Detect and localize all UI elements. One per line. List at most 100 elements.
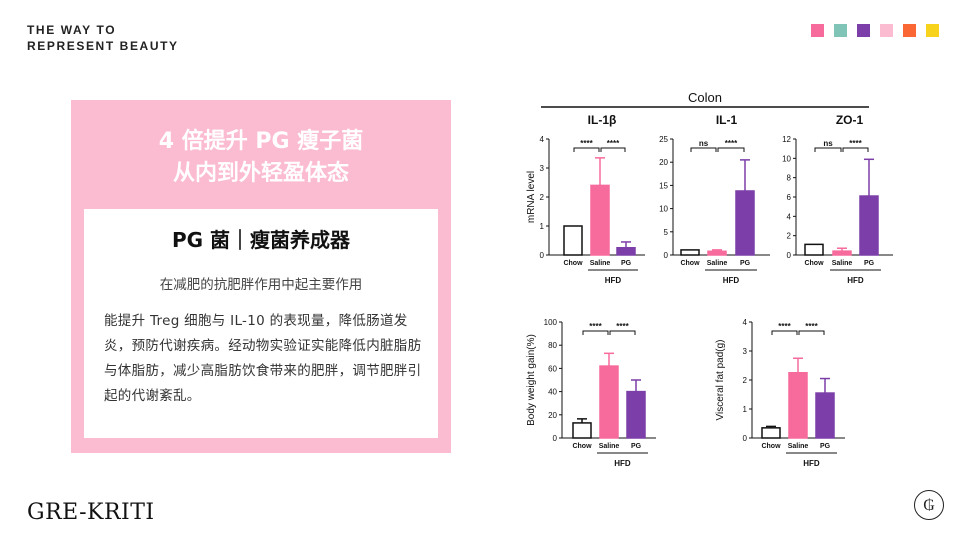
color-swatch — [834, 24, 847, 37]
y-tick-label: 10 — [659, 205, 668, 214]
significance-bracket — [690, 147, 717, 152]
y-tick-label: 2 — [540, 193, 545, 202]
group-label: HFD — [605, 276, 622, 285]
group-label: HFD — [614, 459, 631, 468]
info-panel: 4 倍提升 PG 瘦子菌 从内到外轻盈体态 PG 菌｜瘦菌养成器 在减肥的抗肥胖… — [71, 100, 451, 453]
category-label: Chow — [761, 443, 781, 450]
y-axis-label: Visceral fat pad(g) — [715, 340, 726, 421]
color-swatch — [857, 24, 870, 37]
category-label: Saline — [599, 443, 620, 450]
y-tick-label: 0 — [664, 251, 669, 260]
category-label: PG — [740, 260, 751, 267]
bar-chow — [804, 243, 824, 256]
bar-pg — [735, 190, 755, 256]
category-label: Chow — [572, 443, 592, 450]
y-tick-label: 4 — [540, 135, 545, 144]
group-label: HFD — [803, 459, 820, 468]
category-label: Saline — [707, 260, 728, 267]
significance-bracket — [814, 147, 842, 152]
bar-saline — [788, 372, 808, 439]
category-label: Chow — [563, 260, 583, 267]
y-tick-label: 3 — [540, 164, 545, 173]
significance-bracket — [573, 147, 600, 152]
color-swatch — [880, 24, 893, 37]
y-tick-label: 100 — [544, 318, 558, 327]
y-tick-label: 15 — [659, 181, 668, 190]
panel-title-line1: 4 倍提升 PG 瘦子菌 — [158, 129, 364, 154]
bar-saline — [590, 184, 610, 256]
color-swatch — [811, 24, 824, 37]
brand-tagline-line2: REPRESENT BEAUTY — [27, 39, 179, 53]
y-tick-label: 12 — [782, 135, 791, 144]
bar-chow — [680, 249, 700, 256]
colon-label: Colon — [688, 90, 722, 105]
brand-logo: GRE-KRITI — [27, 500, 155, 525]
y-tick-label: 80 — [548, 341, 557, 350]
y-tick-label: 20 — [548, 411, 557, 420]
significance-bracket — [582, 330, 609, 335]
bar-chow — [572, 422, 592, 439]
chart-title: IL-1 — [716, 113, 738, 127]
bar-saline — [599, 365, 619, 439]
y-tick-label: 10 — [782, 154, 791, 163]
category-label: Chow — [680, 260, 700, 267]
y-tick-label: 8 — [787, 174, 792, 183]
y-tick-label: 60 — [548, 364, 557, 373]
category-label: PG — [864, 260, 875, 267]
brand-tagline-line1: THE WAY TO — [27, 23, 117, 37]
category-label: PG — [621, 260, 632, 267]
y-tick-label: 0 — [787, 251, 792, 260]
category-label: Saline — [788, 443, 809, 450]
significance-label: **** — [616, 322, 629, 331]
bar-pg — [859, 195, 879, 256]
chart-title: IL-1β — [588, 113, 617, 127]
color-swatches — [811, 24, 939, 37]
significance-bracket — [600, 147, 626, 152]
significance-label: ns — [823, 139, 833, 148]
significance-label: **** — [589, 322, 602, 331]
y-tick-label: 0 — [553, 434, 558, 443]
y-tick-label: 3 — [743, 347, 748, 356]
info-card: PG 菌｜瘦菌养成器 在减肥的抗肥胖作用中起主要作用 能提升 Treg 细胞与 … — [84, 209, 438, 438]
bar-pg — [616, 247, 636, 256]
category-label: Chow — [804, 260, 824, 267]
y-tick-label: 0 — [540, 251, 545, 260]
significance-label: ns — [699, 139, 709, 148]
significance-label: **** — [607, 139, 620, 148]
category-label: PG — [631, 443, 642, 450]
significance-bracket — [842, 147, 869, 152]
y-tick-label: 20 — [659, 158, 668, 167]
card-body-text: 能提升 Treg 细胞与 IL-10 的表现量，降低肠道发炎，预防代谢疾病。经动… — [104, 313, 422, 404]
panel-title-line2: 从内到外轻盈体态 — [172, 161, 349, 186]
significance-bracket — [609, 330, 636, 335]
y-tick-label: 2 — [743, 376, 748, 385]
card-heading: PG 菌｜瘦菌养成器 — [171, 228, 351, 252]
y-tick-label: 25 — [659, 135, 668, 144]
significance-bracket — [771, 330, 798, 335]
color-swatch — [926, 24, 939, 37]
brand-tagline: THE WAY TO REPRESENT BEAUTY — [27, 22, 179, 54]
card-subheading: 在减肥的抗肥胖作用中起主要作用 — [159, 277, 363, 293]
group-label: HFD — [847, 276, 864, 285]
y-tick-label: 0 — [743, 434, 748, 443]
y-tick-label: 40 — [548, 388, 557, 397]
significance-label: **** — [580, 139, 593, 148]
brand-seal-icon: ₲ — [914, 490, 944, 520]
category-label: PG — [820, 443, 831, 450]
significance-label: **** — [849, 139, 862, 148]
bar-saline — [832, 250, 852, 256]
significance-label: **** — [778, 322, 791, 331]
significance-bracket — [798, 330, 825, 335]
category-label: Saline — [590, 260, 611, 267]
bar-saline — [707, 250, 727, 256]
bar-chow — [563, 225, 583, 256]
category-label: Saline — [832, 260, 853, 267]
significance-label: **** — [805, 322, 818, 331]
panel-title: 4 倍提升 PG 瘦子菌 从内到外轻盈体态 — [71, 126, 451, 190]
y-tick-label: 4 — [743, 318, 748, 327]
bar-pg — [815, 392, 835, 439]
y-tick-label: 1 — [743, 405, 748, 414]
y-axis-label: Body weight gain(%) — [526, 334, 537, 426]
